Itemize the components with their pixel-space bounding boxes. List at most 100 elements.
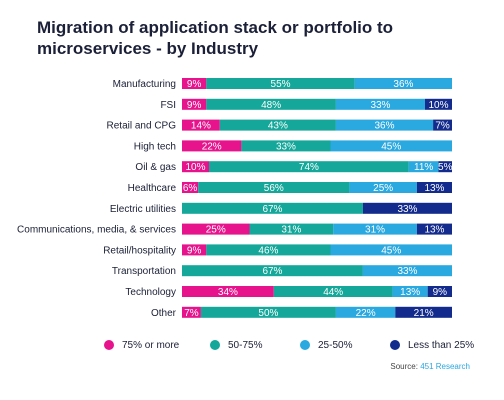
bar-segment <box>209 161 409 173</box>
category-label: Retail/hospitality <box>103 245 176 256</box>
bar-value-label: 22% <box>356 308 376 319</box>
bar-value-label: 13% <box>424 183 444 194</box>
bar-value-label: 44% <box>323 287 343 298</box>
bar-segment <box>182 306 201 318</box>
bar-value-label: 36% <box>374 121 394 132</box>
bar-segment <box>200 306 336 318</box>
bar-value-label: 31% <box>365 225 385 236</box>
bar-segment <box>182 265 363 277</box>
bar-value-label: 10% <box>428 100 448 111</box>
bar-segment <box>425 98 452 110</box>
bar-segment <box>206 78 355 89</box>
bar-value-label: 14% <box>191 121 211 132</box>
bar-segment <box>416 182 452 193</box>
legend-swatch <box>210 340 220 350</box>
bar-value-label: 48% <box>261 100 281 111</box>
bar-segment <box>219 119 336 131</box>
bar-segment <box>438 161 452 173</box>
bar-value-label: 10% <box>185 162 205 173</box>
bar-segment <box>206 98 336 110</box>
category-label: Other <box>151 308 177 319</box>
bar-value-label: 7% <box>435 121 450 132</box>
legend-swatch <box>390 340 400 350</box>
bar-segment <box>182 98 207 110</box>
bar-value-label: 67% <box>262 204 282 215</box>
source-label: Source: <box>390 362 418 371</box>
category-label: Transportation <box>112 266 176 277</box>
bar-value-label: 33% <box>397 204 417 215</box>
bar-value-label: 45% <box>381 141 401 152</box>
bar-segment <box>392 286 428 297</box>
bar-segment <box>335 306 396 318</box>
bar-value-label: 13% <box>424 225 444 236</box>
bar-segment <box>241 140 331 152</box>
bar-value-label: 43% <box>268 121 288 132</box>
bar-value-label: 33% <box>370 100 390 111</box>
bar-value-label: 46% <box>258 245 278 256</box>
source-note: Source: 451 Research <box>390 362 470 371</box>
bar-segment <box>330 140 452 152</box>
bar-value-label: 9% <box>187 79 202 90</box>
bar-value-label: 36% <box>393 79 413 90</box>
bar-segment <box>416 223 452 235</box>
bar-value-label: 7% <box>184 308 199 319</box>
bar-segment <box>182 78 207 89</box>
bar-segment <box>349 182 417 193</box>
bar-segment <box>182 286 274 297</box>
bar-segment <box>273 286 393 297</box>
legend-item: 25-50% <box>300 338 352 352</box>
bar-value-label: 34% <box>218 287 238 298</box>
bar-segment <box>395 306 452 318</box>
bar-value-label: 33% <box>276 141 296 152</box>
bar-segment <box>206 244 331 256</box>
bar-value-label: 25% <box>373 183 393 194</box>
bar-value-label: 50% <box>258 308 278 319</box>
bar-segment <box>335 98 425 110</box>
bar-segment <box>249 223 334 235</box>
bar-segment <box>362 265 452 277</box>
bar-segment <box>182 202 363 214</box>
category-label: Healthcare <box>128 183 177 194</box>
bar-segment <box>182 244 207 256</box>
bar-value-label: 9% <box>187 100 202 111</box>
source-org: 451 Research <box>420 362 470 371</box>
bar-segment <box>182 140 242 152</box>
legend-swatch <box>300 340 310 350</box>
legend-item: Less than 25% <box>390 338 474 352</box>
category-label: Communications, media, & services <box>17 225 176 236</box>
legend-label: 25-50% <box>318 339 353 351</box>
bar-value-label: 74% <box>299 162 319 173</box>
legend-label: Less than 25% <box>408 339 475 351</box>
category-label: Technology <box>125 287 176 298</box>
category-label: High tech <box>134 141 176 152</box>
legend-swatch <box>104 340 114 350</box>
bar-value-label: 21% <box>414 308 434 319</box>
bar-segment <box>182 182 199 193</box>
bar-segment <box>182 161 209 173</box>
bar-value-label: 9% <box>187 245 202 256</box>
stacked-bar-chart: Manufacturing 9% 55% 36% FSI 9% 48% 33% 10% Retai… <box>17 78 453 319</box>
bar-value-label: 55% <box>271 79 291 90</box>
bar-segment <box>408 161 439 173</box>
legend-label: 75% or more <box>122 339 180 351</box>
bar-segment <box>198 182 350 193</box>
bar-segment <box>182 119 220 131</box>
category-label: Oil & gas <box>135 162 176 173</box>
bar-value-label: 67% <box>262 266 282 277</box>
bar-segment <box>354 78 452 89</box>
legend-label: 50-75% <box>228 339 263 351</box>
category-label: Electric utilities <box>110 204 176 215</box>
bar-value-label: 5% <box>438 162 453 173</box>
bar-value-label: 22% <box>202 141 222 152</box>
category-label: FSI <box>160 100 176 111</box>
bar-value-label: 6% <box>183 183 198 194</box>
bar-value-label: 13% <box>400 287 420 298</box>
bar-segment <box>330 244 452 256</box>
bar-segment <box>182 223 250 235</box>
bar-value-label: 45% <box>381 245 401 256</box>
bar-segment <box>362 202 452 214</box>
bar-value-label: 25% <box>206 225 226 236</box>
bar-value-label: 33% <box>397 266 417 277</box>
legend-item: 50-75% <box>210 338 262 352</box>
category-label: Retail and CPG <box>107 121 177 132</box>
